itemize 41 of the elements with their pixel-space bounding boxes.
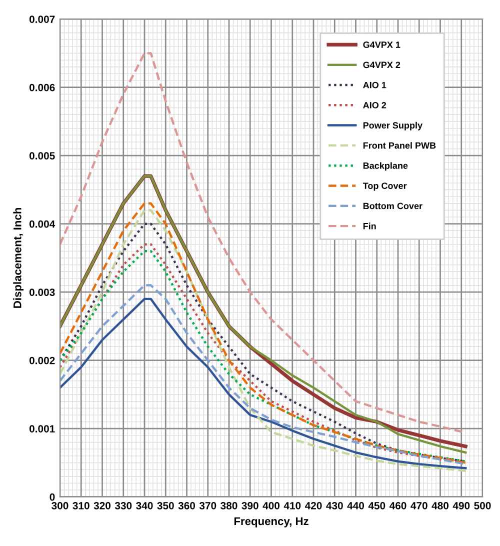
x-tick-label: 340	[136, 502, 153, 510]
x-tick-label: 380	[220, 502, 238, 510]
y-tick-label: 0.007	[29, 16, 55, 23]
x-tick-label: 430	[326, 502, 343, 510]
x-tick-label: 460	[389, 502, 406, 510]
x-tick-label: 480	[432, 502, 449, 510]
legend-label: AIO 1	[363, 82, 386, 88]
x-tick-label: 390	[242, 502, 258, 510]
x-tick-label: 330	[114, 502, 132, 510]
x-tick-label: 410	[284, 502, 301, 510]
x-tick-label: 440	[347, 502, 364, 510]
x-tick-label: 350	[157, 502, 174, 510]
y-tick-label: 0.003	[29, 288, 55, 296]
legend-label: Front Panel PWB	[363, 142, 436, 149]
y-tick-label: 0.002	[29, 356, 55, 364]
legend-label: Fin	[363, 222, 376, 230]
x-tick-label: 470	[410, 502, 428, 510]
legend-label: G4VPX 2	[363, 62, 400, 68]
legend-label: Top Cover	[362, 182, 407, 191]
x-tick-label: 500	[474, 502, 491, 510]
x-tick-label: 320	[94, 502, 111, 510]
x-tick-label: 310	[72, 502, 90, 510]
y-tick-label: 0.005	[29, 152, 55, 160]
y-tick-label: 0.001	[29, 425, 55, 432]
y-tick-label: 0.006	[29, 84, 55, 92]
legend-label: AIO 2	[363, 102, 386, 108]
x-tick-label: 490	[452, 502, 470, 510]
x-axis-title: Frequency, Hz	[234, 517, 308, 528]
x-tick-label: 400	[262, 502, 280, 510]
y-tick-label: 0	[50, 493, 55, 501]
x-tick-label: 450	[368, 502, 386, 510]
y-axis-title: Displacement, Inch	[13, 208, 24, 308]
legend-label: Power Supply	[363, 122, 422, 130]
x-tick-label: 420	[304, 502, 322, 510]
legend-label: Bottom Cover	[363, 202, 422, 210]
legend-label: G4VPX 1	[363, 42, 400, 48]
x-tick-label: 300	[52, 502, 68, 510]
legend-label: Backplane	[363, 162, 408, 171]
x-tick-label: 370	[199, 502, 216, 510]
x-tick-label: 360	[178, 502, 196, 510]
y-tick-label: 0.004	[29, 220, 56, 228]
